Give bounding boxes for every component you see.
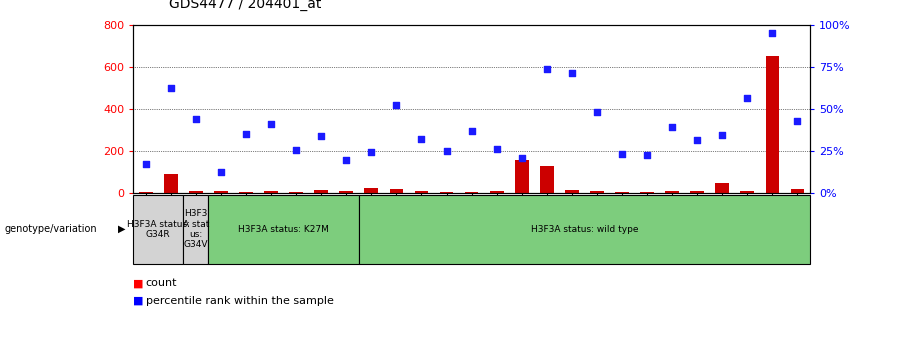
Point xyxy=(690,138,705,143)
Bar xyxy=(214,191,228,193)
Bar xyxy=(415,191,428,193)
Text: H3F3A status: wild type: H3F3A status: wild type xyxy=(531,225,638,234)
Bar xyxy=(390,189,403,193)
Bar xyxy=(189,191,202,193)
Point xyxy=(790,119,805,124)
Point xyxy=(189,116,203,122)
Point xyxy=(490,146,504,152)
Point xyxy=(740,96,754,101)
Bar xyxy=(615,192,629,193)
Bar xyxy=(364,188,378,193)
Text: H3F3A status:
G34R: H3F3A status: G34R xyxy=(127,219,190,239)
Bar xyxy=(515,160,528,193)
Bar xyxy=(790,189,805,193)
Bar xyxy=(741,191,754,193)
Point xyxy=(164,85,178,91)
Point xyxy=(139,161,153,166)
Bar xyxy=(590,191,604,193)
Bar xyxy=(716,183,729,193)
Text: ▶: ▶ xyxy=(118,224,125,234)
Bar xyxy=(289,192,303,193)
Point xyxy=(765,30,779,36)
Point xyxy=(615,151,629,157)
Bar xyxy=(540,166,554,193)
Text: ■: ■ xyxy=(133,296,144,306)
Text: genotype/variation: genotype/variation xyxy=(4,224,97,234)
Point xyxy=(590,109,604,115)
Bar xyxy=(640,192,654,193)
Point xyxy=(364,149,379,155)
Bar xyxy=(766,56,779,193)
Text: H3F3
A stat
us:
G34V: H3F3 A stat us: G34V xyxy=(183,209,209,249)
Bar xyxy=(464,192,479,193)
Bar xyxy=(164,174,177,193)
Bar xyxy=(439,192,454,193)
Point xyxy=(213,169,228,175)
Bar xyxy=(565,190,579,193)
Text: count: count xyxy=(146,278,177,288)
Point xyxy=(716,132,730,138)
Bar xyxy=(239,192,253,193)
Bar xyxy=(139,192,153,193)
Text: GDS4477 / 204401_at: GDS4477 / 204401_at xyxy=(169,0,321,11)
Point xyxy=(640,152,654,158)
Point xyxy=(665,124,680,130)
Point xyxy=(515,155,529,161)
Point xyxy=(289,147,303,153)
Point xyxy=(238,131,253,137)
Point xyxy=(339,158,354,163)
Text: percentile rank within the sample: percentile rank within the sample xyxy=(146,296,334,306)
Point xyxy=(564,70,579,76)
Point xyxy=(540,66,554,72)
Point xyxy=(414,137,428,142)
Point xyxy=(264,121,278,126)
Text: ■: ■ xyxy=(133,278,144,288)
Bar xyxy=(665,191,679,193)
Text: H3F3A status: K27M: H3F3A status: K27M xyxy=(238,225,329,234)
Point xyxy=(464,128,479,134)
Point xyxy=(439,148,454,154)
Bar xyxy=(265,191,278,193)
Bar xyxy=(314,190,328,193)
Point xyxy=(389,102,403,108)
Bar xyxy=(339,191,353,193)
Point xyxy=(314,133,328,139)
Bar xyxy=(690,191,704,193)
Bar xyxy=(490,191,504,193)
